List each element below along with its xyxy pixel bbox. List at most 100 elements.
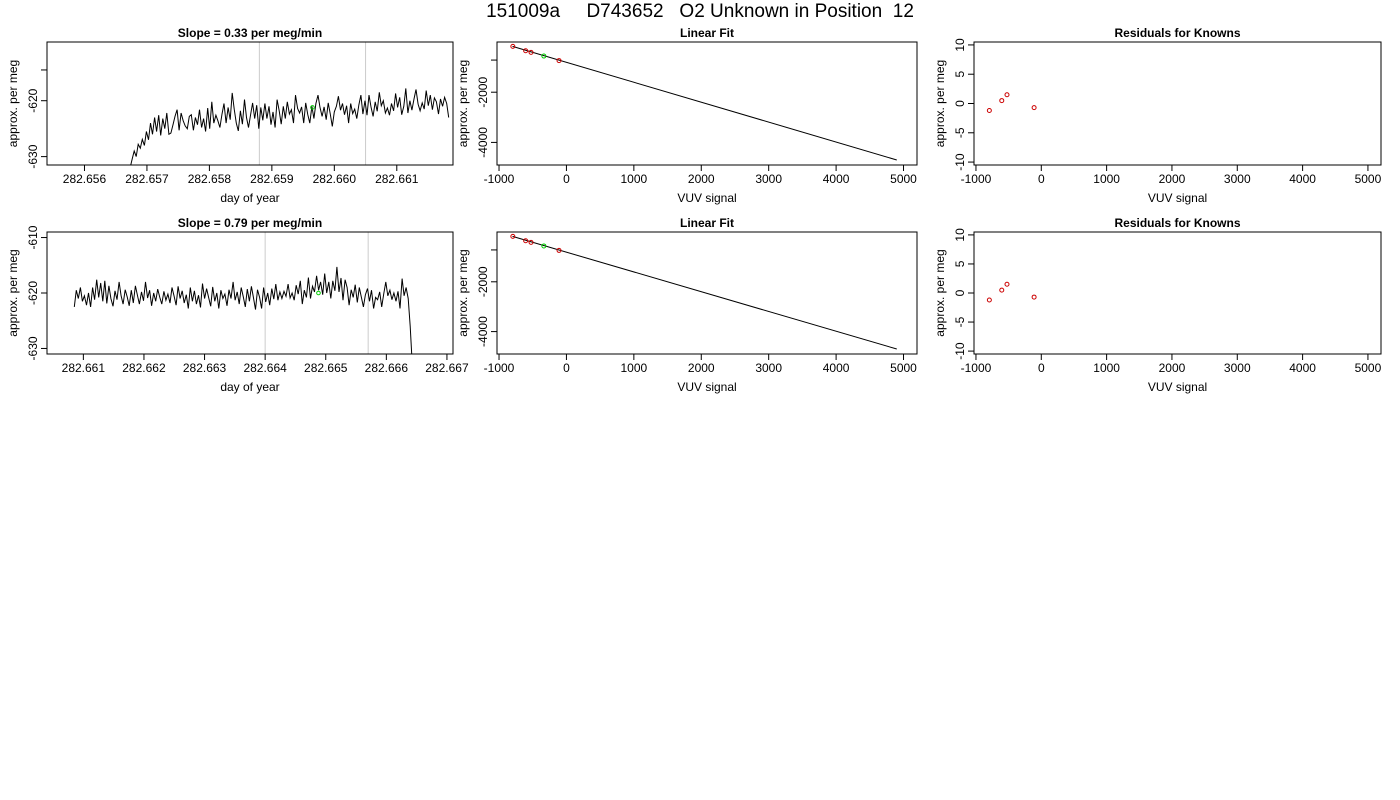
y-tick-label: 10 — [953, 38, 967, 52]
data-point — [523, 48, 529, 54]
y-tick-label: -2000 — [476, 266, 490, 297]
x-tick-label: 282.660 — [313, 172, 357, 186]
data-point — [523, 238, 529, 244]
data-point — [510, 43, 516, 49]
data-point — [986, 108, 992, 114]
x-tick-label: 2000 — [1159, 172, 1186, 186]
x-tick-label: 0 — [1038, 361, 1045, 375]
unknown-point — [541, 243, 547, 249]
plot-data-area — [73, 232, 413, 354]
x-tick-label: 1000 — [1093, 172, 1120, 186]
x-tick-label: 2000 — [688, 172, 715, 186]
plot-frame — [46, 41, 454, 166]
y-tick-label: -630 — [26, 144, 40, 168]
x-axis-label: day of year — [220, 191, 279, 205]
x-tick-label: 282.661 — [62, 361, 106, 375]
data-point — [528, 49, 534, 55]
y-axis-label: approx. per meg — [6, 249, 20, 336]
x-tick-label: 0 — [563, 172, 570, 186]
x-tick-label: 5000 — [890, 172, 917, 186]
x-tick-label: 3000 — [1224, 172, 1251, 186]
x-tick-label: 282.657 — [125, 172, 169, 186]
x-tick-label: 282.656 — [63, 172, 107, 186]
x-tick-label: 282.658 — [188, 172, 232, 186]
plot-title: Residuals for Knowns — [1114, 216, 1240, 230]
data-point — [528, 239, 534, 245]
y-tick-label: 10 — [953, 228, 967, 242]
x-axis-label: VUV signal — [677, 191, 736, 205]
y-tick-label: -10 — [953, 342, 967, 360]
x-axis-label: day of year — [220, 380, 279, 394]
plot-data-area — [130, 42, 450, 165]
unknown-point — [541, 53, 547, 59]
x-tick-label: 4000 — [823, 172, 850, 186]
x-tick-label: -1000 — [961, 172, 992, 186]
y-tick-label: -4000 — [476, 316, 490, 347]
plot-data-area — [510, 233, 897, 350]
x-tick-label: 282.662 — [122, 361, 166, 375]
x-tick-label: 282.665 — [304, 361, 348, 375]
plot-frame — [496, 231, 918, 355]
data-point — [999, 287, 1005, 293]
plot-frame — [46, 231, 454, 355]
y-tick-label: -4000 — [476, 127, 490, 158]
plot-title: Residuals for Knowns — [1114, 26, 1240, 40]
plot-panel-6: Residuals for Knowns VUV signal approx. pe… — [933, 216, 1382, 394]
x-tick-label: 1000 — [621, 361, 648, 375]
data-point — [1031, 294, 1037, 300]
data-point — [556, 58, 562, 64]
plot-data-area — [986, 92, 1037, 114]
y-tick-label: 0 — [953, 289, 967, 296]
y-axis-label: approx. per meg — [456, 249, 470, 336]
data-point — [556, 247, 562, 253]
x-tick-label: 0 — [563, 361, 570, 375]
y-tick-label: -630 — [26, 336, 40, 360]
x-axis-label: VUV signal — [1148, 191, 1207, 205]
x-tick-label: 5000 — [890, 361, 917, 375]
plot-panel-1: Slope = 0.33 per meg/min day of year appro… — [6, 26, 454, 205]
plot-frame — [973, 231, 1382, 355]
x-tick-label: 282.663 — [183, 361, 227, 375]
x-tick-label: 282.664 — [243, 361, 287, 375]
plot-panel-3: Residuals for Knowns VUV signal approx. pe… — [933, 26, 1382, 205]
x-tick-label: 3000 — [755, 361, 782, 375]
y-tick-label: -610 — [26, 225, 40, 249]
y-tick-label: 5 — [953, 71, 967, 78]
y-tick-label: 0 — [953, 100, 967, 107]
data-point — [1031, 105, 1037, 111]
plot-panel-2: Linear Fit VUV signal approx. per meg -1000… — [456, 26, 918, 205]
x-tick-label: 282.661 — [375, 172, 419, 186]
plot-data-area — [986, 281, 1037, 303]
data-point — [1004, 281, 1010, 287]
plot-panel-5: Linear Fit VUV signal approx. per meg -1000… — [456, 216, 918, 394]
x-tick-label: 282.666 — [365, 361, 409, 375]
unknown-marker — [310, 105, 315, 110]
y-axis-label: approx. per meg — [933, 249, 947, 336]
y-tick-label: -620 — [26, 281, 40, 305]
y-tick-label: -5 — [953, 127, 967, 138]
x-tick-label: 5000 — [1355, 361, 1382, 375]
plot-title: Slope = 0.33 per meg/min — [178, 26, 322, 40]
y-axis-label: approx. per meg — [456, 60, 470, 147]
x-tick-label: 282.659 — [250, 172, 294, 186]
y-tick-label: -620 — [26, 88, 40, 112]
unknown-marker — [316, 290, 321, 296]
y-tick-label: -5 — [953, 316, 967, 327]
x-tick-label: -1000 — [484, 361, 515, 375]
x-tick-label: 4000 — [1289, 361, 1316, 375]
x-tick-label: 1000 — [1093, 361, 1120, 375]
data-point — [986, 297, 992, 303]
fit-line — [512, 45, 897, 161]
page-title: 151009a D743652 O2 Unknown in Position 1… — [486, 1, 914, 22]
x-tick-label: 282.667 — [425, 361, 469, 375]
x-tick-label: 2000 — [688, 361, 715, 375]
x-axis-label: VUV signal — [677, 380, 736, 394]
x-tick-label: 1000 — [621, 172, 648, 186]
data-point — [999, 98, 1005, 104]
plot-frame — [496, 41, 918, 166]
x-tick-label: 3000 — [1224, 361, 1251, 375]
data-point — [510, 233, 516, 239]
plot-panel-4: Slope = 0.79 per meg/min day of year appro… — [6, 216, 469, 394]
